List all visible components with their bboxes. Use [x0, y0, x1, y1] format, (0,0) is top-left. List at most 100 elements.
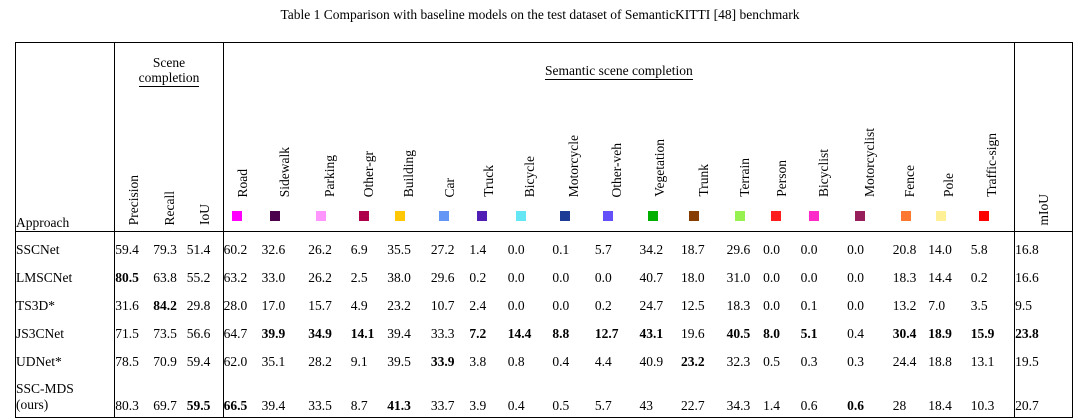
- table-cell: 23.2: [681, 354, 705, 369]
- table-cell: 22.7: [681, 376, 727, 418]
- table-cell: 8.7: [350, 376, 388, 418]
- row-approach-name: JS3CNet: [14, 320, 116, 348]
- class-color-swatch: [647, 211, 658, 221]
- table-row: JS3CNet 71.5 73.5 56.6 64.7 39.9 34.9 14.1 39.4 3…: [14, 320, 1073, 348]
- semantic-scene-completion-header: Semantic scene completion: [223, 42, 1016, 99]
- table-cell: 34.2: [639, 242, 664, 257]
- table-cell: 1.4: [469, 242, 487, 257]
- table-cell: 73.5: [153, 326, 177, 341]
- table-cell: 12.5: [681, 298, 705, 313]
- table-cell: 14.4: [507, 326, 532, 341]
- table-cell: 15.9: [970, 320, 1016, 348]
- class-label: Trunk: [695, 164, 711, 197]
- table-cell: 16.8: [1014, 231, 1073, 264]
- table-cell: 18.0: [681, 270, 705, 285]
- table-cell: 60.2: [223, 242, 248, 257]
- table-cell: 0.5: [552, 376, 595, 418]
- class-color-swatch: [936, 211, 947, 221]
- table-cell: 0.4: [552, 354, 570, 369]
- approach-header: Approach: [14, 42, 116, 232]
- table-cell: 29.6: [430, 270, 455, 285]
- class-label: Car: [442, 177, 458, 198]
- table-cell: 4.9: [350, 298, 368, 313]
- class-label: Motorcycle: [565, 134, 581, 197]
- table-cell: 59.4: [115, 242, 139, 257]
- class-label: Truck: [480, 165, 496, 197]
- table-cell: 34.9: [308, 326, 332, 341]
- table-cell: 0.0: [847, 298, 865, 313]
- row-approach-name: SSCNet: [14, 231, 116, 264]
- table-cell: 27.2: [430, 242, 455, 257]
- table-row: TS3D* 31.6 84.2 29.8 28.0 17.0 15.7 4.9 23.2 10.7…: [14, 292, 1073, 320]
- table-cell: 3.5: [970, 292, 1016, 320]
- table-cell: 0.0: [552, 270, 570, 285]
- table-cell: 33.7: [430, 376, 470, 418]
- class-header-sidewalk: Sidewalk: [261, 99, 309, 232]
- table-cell: 33.3: [430, 326, 455, 341]
- table-cell: 84.2: [153, 298, 177, 313]
- class-header-car: Car: [430, 99, 470, 232]
- table-cell: 10.3: [970, 376, 1016, 418]
- table-cell: 0.0: [552, 298, 570, 313]
- table-cell: 0.5: [763, 354, 780, 369]
- table-cell: 39.4: [261, 376, 309, 418]
- table-cell: 2.4: [469, 298, 487, 313]
- table-cell: 39.9: [261, 326, 286, 341]
- table-cell: 0.1: [800, 298, 818, 313]
- miou-label: mIoU: [1035, 193, 1051, 226]
- table-cell: 56.6: [186, 320, 224, 348]
- table-cell: 80.3: [114, 376, 154, 418]
- table-cell: 0.3: [847, 354, 865, 369]
- table-cell: 18.3: [726, 298, 751, 313]
- table-row: SSCNet 59.4 79.3 51.4 60.2 32.6 26.2 6.9 35.5 27.…: [14, 231, 1073, 264]
- class-header-trunk: Trunk: [681, 99, 727, 232]
- table-cell: 18.7: [681, 242, 705, 257]
- table-cell: 19.5: [1014, 348, 1073, 376]
- table-cell: 9.1: [350, 354, 368, 369]
- class-color-swatch: [978, 211, 989, 221]
- class-color-swatch: [515, 211, 526, 221]
- table-cell: 28.2: [308, 354, 332, 369]
- table-cell: 59.5: [186, 376, 224, 418]
- table-cell: 35.1: [261, 354, 286, 369]
- class-color-swatch: [477, 211, 488, 221]
- table-cell: 63.2: [223, 270, 248, 285]
- table-cell: 24.7: [639, 298, 664, 313]
- row-approach-name: UDNet*: [14, 348, 116, 376]
- table-cell: 33.5: [308, 376, 351, 418]
- table-cell: 9.5: [1014, 292, 1073, 320]
- scene-completion-header: Scene completion: [114, 42, 224, 99]
- table-cell: 14.1: [350, 326, 375, 341]
- table-cell: 1.4: [763, 376, 801, 418]
- miou-header: mIoU: [1014, 42, 1073, 232]
- metric-header-precision: Precision: [114, 99, 154, 232]
- class-color-swatch: [734, 211, 745, 221]
- table-cell: 2.5: [350, 270, 368, 285]
- table-cell: 35.5: [387, 242, 411, 257]
- table-cell: 6.9: [350, 242, 368, 257]
- table-cell: 5.7: [594, 376, 640, 418]
- table-cell: 39.4: [387, 326, 411, 341]
- class-header-truck: Truck: [469, 99, 508, 232]
- class-color-swatch: [269, 211, 280, 221]
- metric-header-iou: IoU: [186, 99, 224, 232]
- table-cell: 0.2: [594, 298, 612, 313]
- table-cell: 0.6: [847, 376, 893, 418]
- class-header-motorcycle: Motorcycle: [552, 99, 595, 232]
- class-header-other-gr: Other-gr: [350, 99, 388, 232]
- table-cell: 19.6: [681, 326, 705, 341]
- table-cell: 18.9: [928, 326, 952, 341]
- class-color-swatch: [438, 211, 449, 221]
- class-label: Bicycle: [522, 155, 538, 197]
- row-approach-name: LMSCNet: [14, 264, 116, 292]
- table-cell: 43.1: [639, 326, 664, 341]
- class-color-swatch: [771, 211, 782, 221]
- table-cell: 39.5: [387, 354, 411, 369]
- class-color-swatch: [602, 211, 613, 221]
- table-cell: 13.1: [970, 348, 1016, 376]
- table-cell: 23.8: [1014, 320, 1073, 348]
- class-header-parking: Parking: [308, 99, 351, 232]
- table-cell: 71.5: [115, 326, 139, 341]
- table-cell: 79.3: [153, 242, 177, 257]
- table-cell: 29.6: [726, 242, 751, 257]
